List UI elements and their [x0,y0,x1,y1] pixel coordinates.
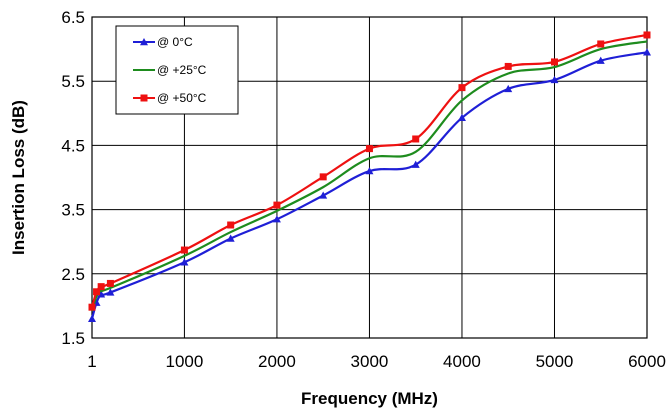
data-point-2-0 [88,303,96,311]
y-tick-label: 6.5 [61,8,85,27]
legend-items: @ 0°C @ +25°C @ +50°C [133,35,207,105]
x-tick-label: 3000 [351,352,389,371]
series-0 [88,48,651,322]
legend-marker-0 [140,38,148,46]
data-point-0-2 [97,290,106,298]
data-point-0-4 [180,258,189,266]
data-point-0-11 [504,84,513,93]
data-point-0-10 [457,113,466,121]
y-tick-label: 3.5 [61,201,85,220]
data-point-0-13 [596,56,605,64]
data-point-0-14 [643,48,651,56]
data-point-0-8 [365,167,374,175]
data-point-2-2 [97,283,105,291]
data-point-2-6 [273,201,281,209]
x-tick-label: 4000 [443,352,481,371]
data-point-2-1 [93,288,101,296]
data-point-0-6 [272,215,281,223]
data-point-0-7 [319,191,328,199]
data-point-2-9 [412,135,420,143]
data-point-0-0 [88,314,96,322]
data-point-0-3 [106,288,115,296]
data-point-2-12 [550,58,558,66]
data-point-2-8 [365,145,373,153]
legend-label: @ +50°C [157,91,207,105]
data-point-0-5 [226,234,235,242]
data-point-2-7 [319,173,327,181]
x-tick-label: 5000 [536,352,574,371]
data-point-2-4 [180,246,188,254]
data-point-2-11 [504,62,512,70]
x-tick-label: 6000 [628,352,666,371]
x-tick-label: 1000 [166,352,204,371]
legend-marker-2 [140,94,148,102]
series-1 [90,40,648,312]
series-layer [88,31,651,322]
x-tick-label: 1 [87,352,96,371]
legend-label: @ 0°C [157,35,193,49]
legend: @ 0°C @ +25°C @ +50°C [115,25,239,115]
series-2 [88,31,651,311]
y-axis-title: Insertion Loss (dB) [9,100,28,255]
data-point-2-5 [227,221,235,229]
ticks-layer: 1 1000 2000 3000 4000 5000 6000 1.5 2.5 3.5 4.5 5.5… [61,8,666,371]
plot-border [91,16,648,339]
legend-label: @ +25°C [157,63,207,77]
x-tick-label: 2000 [258,352,296,371]
y-tick-label: 4.5 [61,136,85,155]
y-tick-label: 5.5 [61,72,85,91]
data-point-2-10 [458,84,466,92]
y-tick-label: 2.5 [61,265,85,284]
series-line-1 [90,40,648,312]
data-point-0-12 [550,75,559,84]
x-axis-title: Frequency (MHz) [301,389,438,408]
data-point-2-13 [597,40,605,48]
data-point-2-14 [643,31,651,39]
y-tick-label: 1.5 [61,329,85,348]
data-point-2-3 [106,279,114,287]
data-point-0-9 [411,160,420,168]
